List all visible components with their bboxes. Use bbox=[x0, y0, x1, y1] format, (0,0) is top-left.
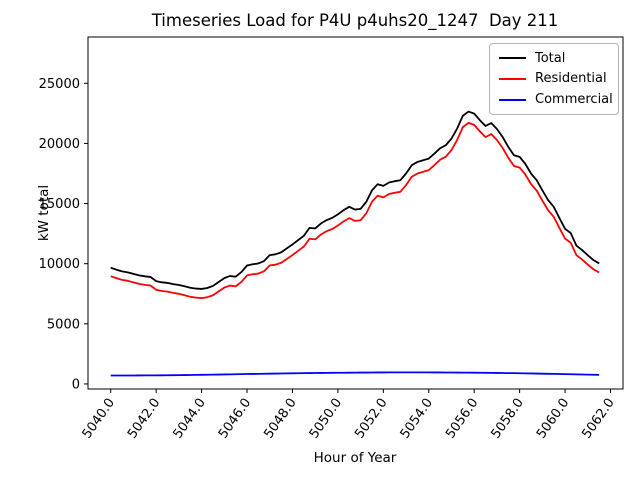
x-tick-label: 5046.0 bbox=[216, 396, 254, 442]
x-tick-label: 5060.0 bbox=[534, 396, 572, 442]
y-tick-label: 20000 bbox=[39, 137, 80, 152]
total-line-swatch bbox=[499, 57, 526, 60]
x-tick-label: 5062.0 bbox=[579, 396, 617, 442]
plot-border bbox=[87, 36, 624, 390]
legend-item-residential: Residential bbox=[499, 72, 609, 85]
x-tick-label: 5054.0 bbox=[398, 396, 436, 442]
total-line bbox=[110, 110, 600, 290]
x-tick-label: 5048.0 bbox=[261, 396, 299, 442]
x-tick-label: 5058.0 bbox=[489, 396, 527, 442]
legend: Total Residential Commercial bbox=[489, 43, 619, 115]
x-tick-label: 5050.0 bbox=[307, 396, 345, 442]
x-tick-label: 5044.0 bbox=[170, 396, 208, 442]
chart-title: Timeseries Load for P4U p4uhs20_1247 Day… bbox=[151, 11, 559, 31]
y-tick-label: 15000 bbox=[39, 197, 80, 212]
legend-label-total: Total bbox=[535, 50, 566, 66]
x-tick-label: 5042.0 bbox=[125, 396, 163, 442]
y-axis-label: kW total bbox=[36, 185, 52, 241]
legend-label-commercial: Commercial bbox=[535, 92, 613, 108]
legend-item-total: Total bbox=[499, 52, 609, 65]
y-tick-label: 25000 bbox=[39, 77, 80, 92]
x-tick-label: 5052.0 bbox=[352, 396, 390, 442]
x-tick-label: 5040.0 bbox=[80, 396, 118, 442]
y-tick-label: 0 bbox=[72, 377, 80, 392]
residential-line bbox=[110, 121, 600, 299]
legend-item-commercial: Commercial bbox=[499, 93, 613, 106]
residential-line-swatch bbox=[499, 77, 526, 80]
x-tick-label: 5056.0 bbox=[443, 396, 481, 442]
legend-label-residential: Residential bbox=[535, 71, 607, 87]
y-tick-label: 5000 bbox=[47, 317, 80, 332]
x-axis-label: Hour of Year bbox=[314, 450, 397, 466]
commercial-line bbox=[110, 371, 600, 377]
commercial-line-swatch bbox=[499, 98, 526, 101]
y-tick-label: 10000 bbox=[39, 257, 80, 272]
